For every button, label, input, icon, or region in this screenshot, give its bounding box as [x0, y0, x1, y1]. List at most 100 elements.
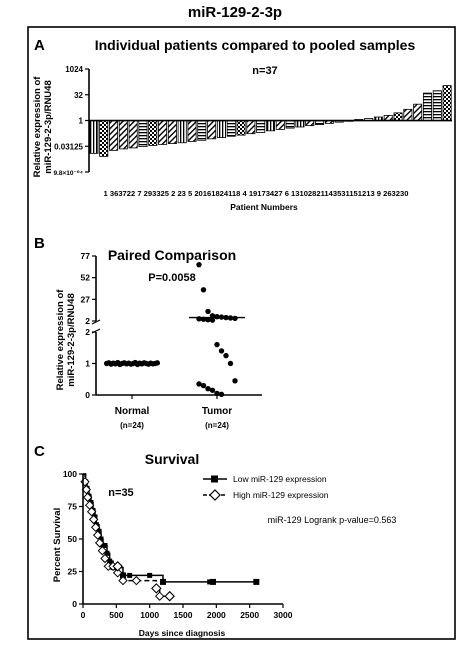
low-expression-point: [127, 572, 133, 578]
axis-break-mark: [91, 328, 101, 334]
panel-a-category-labels: 1 363722 7 293325 2 23 5 20161824118 4 1…: [104, 189, 409, 198]
panel-a: A Individual patients compared to pooled…: [32, 37, 452, 212]
normal-point: [154, 360, 160, 366]
y-tick-label: 1: [85, 359, 90, 369]
bar-patient-17: [275, 120, 285, 130]
high-expression-point: [86, 506, 97, 517]
low-expression-point: [98, 536, 104, 542]
bar-patient-32: [432, 90, 442, 121]
bar-patient-24: [226, 120, 236, 137]
bar-patient-2: [167, 120, 177, 144]
tumor-point: [209, 313, 216, 319]
tumor-point: [218, 391, 225, 398]
panel-c: C Survival n=35 Percent Survival 0 500 100…: [34, 443, 396, 638]
panel-b-ylabel-line2: miR-129-2-3p/RNU48: [66, 293, 77, 386]
panel-a-y-ticks: 1024 32 1 0.03125 9.8×10⁻⁰⁴: [53, 65, 89, 177]
tumor-point: [214, 313, 220, 320]
panel-b: B Paired Comparison P=0.0058 Relative ex…: [34, 235, 262, 430]
tumor-point: [196, 261, 202, 268]
panel-a-xlabel: Patient Numbers: [230, 202, 298, 212]
bar-patient-16: [207, 120, 217, 140]
bar-patient-20: [197, 120, 207, 141]
panel-c-legend: Low miR-129 expression High miR-129 expr…: [203, 474, 329, 501]
tumor-point: [223, 352, 229, 359]
y-tick-label: 25: [68, 567, 78, 577]
panel-b-ylabel-line1: Relative expression of: [55, 289, 66, 391]
high-censor-mark: [164, 590, 175, 602]
tumor-point: [223, 314, 229, 321]
tumor-point: [200, 287, 207, 293]
panel-a-ylabel-line2: miR-129-2-3p/RNU48: [43, 80, 54, 173]
y-tick-label: 9.8×10⁻⁰⁴: [53, 170, 83, 177]
y-tick-label: 75: [68, 502, 78, 512]
bar-patient-27: [295, 120, 305, 128]
tumor-point: [232, 315, 238, 322]
high-expression-point: [112, 568, 123, 578]
panel-c-ylabel: Percent Survival: [52, 508, 63, 582]
tumor-point: [209, 387, 216, 393]
low-censor-mark: [210, 578, 216, 585]
bar-patient-8: [246, 120, 256, 135]
low-censor-mark: [253, 578, 260, 585]
panel-c-series: [80, 473, 260, 602]
bar-patient-5: [187, 120, 197, 142]
x-tick-label: 1500: [174, 610, 193, 620]
high-censor-mark: [112, 561, 123, 572]
y-tick-label: 27: [81, 294, 91, 304]
bar-patient-1: [89, 120, 99, 154]
panel-a-ylabel-line1: Relative expression of: [32, 76, 43, 178]
bar-patient-34: [285, 120, 295, 129]
panel-b-group-normal-n: (n=24): [120, 421, 144, 430]
low-expression-point: [96, 528, 102, 534]
panel-b-title: Paired Comparison: [108, 247, 236, 263]
tumor-point: [227, 315, 234, 321]
low-expression-point: [107, 558, 113, 564]
bar-patient-23: [177, 120, 187, 144]
low-expression-point: [102, 543, 108, 548]
low-censor-mark: [160, 578, 166, 585]
low-expression-point: [147, 572, 153, 578]
x-tick-label: 500: [109, 610, 123, 620]
high-expression-point: [131, 575, 142, 586]
panel-c-letter: C: [34, 443, 45, 460]
bar-patient-22: [118, 120, 128, 150]
y-tick-label: 50: [68, 534, 78, 544]
legend-label-low: Low miR-129 expression: [233, 474, 327, 484]
bar-patient-9: [413, 103, 423, 121]
bar-patient-33: [148, 120, 158, 146]
legend-marker-low: [211, 475, 218, 483]
panel-a-letter: A: [34, 37, 45, 54]
y-tick-label: 100: [63, 469, 77, 479]
high-censor-mark: [151, 583, 162, 594]
y-tick-label: 32: [74, 91, 83, 100]
high-expression-point: [118, 575, 128, 586]
bar-patient-12: [393, 112, 403, 121]
high-expression-point: [97, 545, 108, 556]
panel-b-points: [104, 261, 245, 398]
legend-marker-high: [209, 489, 221, 501]
tumor-point: [232, 378, 238, 384]
bar-patient-36: [99, 120, 109, 157]
panel-c-xlabel: Days since diagnosis: [139, 628, 226, 638]
panel-b-group-tumor-n: (n=24): [205, 421, 229, 430]
tumor-point: [209, 317, 216, 323]
bar-patient-18: [216, 120, 226, 139]
high-expression-point: [88, 514, 99, 525]
y-tick-label: 2: [85, 327, 90, 337]
y-tick-label: 1: [79, 117, 84, 126]
y-tick-label: 0: [72, 599, 77, 609]
bar-patient-37: [109, 120, 119, 151]
high-expression-point: [100, 553, 110, 564]
figure-title: miR-129-2-3p: [188, 4, 282, 21]
high-expression-point: [92, 530, 103, 540]
panel-b-p-value: P=0.0058: [148, 272, 195, 284]
bar-patient-25: [158, 120, 168, 145]
x-tick-label: 0: [81, 610, 86, 620]
tumor-point: [214, 341, 220, 348]
bar-patient-26: [422, 92, 432, 121]
high-expression-point: [90, 522, 101, 533]
panel-c-n-label: n=35: [108, 487, 133, 499]
tumor-point: [205, 386, 211, 392]
